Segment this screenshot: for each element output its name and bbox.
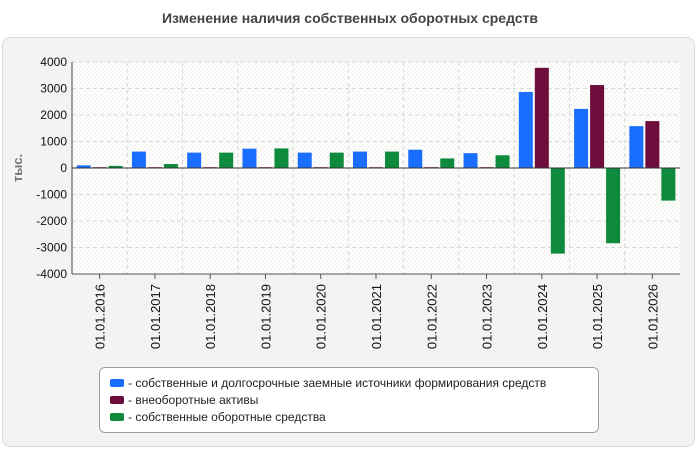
bar: [408, 149, 423, 168]
x-tick-label: 01.01.2016: [93, 284, 108, 349]
x-tick-label: 01.01.2021: [369, 284, 384, 349]
bar: [76, 165, 91, 168]
legend: - собственные и долгосрочные заемные ист…: [99, 367, 599, 433]
bar: [645, 121, 660, 168]
legend-swatch: [110, 412, 124, 421]
bar: [187, 152, 202, 168]
bar: [131, 151, 146, 168]
legend-item: - внеоборотные активы: [110, 391, 588, 408]
bar: [274, 148, 289, 168]
bar: [440, 158, 455, 168]
y-tick-label: -3000: [36, 241, 67, 255]
bar: [219, 152, 234, 168]
x-tick-label: 01.01.2019: [258, 284, 273, 349]
x-tick-label: 01.01.2022: [424, 284, 439, 349]
x-tick-label: 01.01.2025: [590, 284, 605, 349]
x-tick-label: 01.01.2023: [480, 284, 495, 349]
x-tick-label: 01.01.2017: [148, 284, 163, 349]
bar: [495, 155, 510, 168]
bar: [385, 151, 399, 168]
legend-swatch: [110, 395, 124, 404]
bar: [534, 67, 549, 168]
bar: [518, 91, 533, 168]
bar: [590, 85, 605, 168]
legend-swatch: [110, 378, 124, 387]
legend-label: - внеоборотные активы: [128, 392, 259, 407]
bar: [329, 152, 344, 168]
bar: [242, 148, 257, 168]
y-tick-label: 4000: [40, 55, 67, 69]
x-tick-label: 01.01.2024: [535, 284, 550, 349]
y-tick-label: -1000: [36, 188, 67, 202]
legend-item: - собственные оборотные средства: [110, 408, 588, 425]
y-tick-label: 2000: [40, 108, 67, 122]
bar: [629, 126, 644, 168]
legend-label: - собственные и долгосрочные заемные ист…: [128, 375, 547, 390]
legend-label: - собственные оборотные средства: [128, 409, 326, 424]
bar: [463, 153, 478, 168]
x-tick-label: 01.01.2020: [314, 284, 329, 349]
y-axis-label: тыс.: [10, 154, 25, 182]
y-tick-label: -4000: [36, 267, 67, 281]
y-tick-label: -2000: [36, 214, 67, 228]
bar: [108, 165, 123, 168]
x-tick-label: 01.01.2018: [203, 284, 218, 349]
bar: [163, 164, 178, 168]
bar: [606, 168, 621, 244]
y-tick-label: 0: [60, 161, 67, 175]
bar: [661, 168, 676, 201]
chart-title: Изменение наличия собственных оборотных …: [161, 10, 539, 26]
x-tick-label: 01.01.2026: [645, 284, 660, 349]
bar: [574, 108, 589, 168]
y-tick-label: 1000: [40, 135, 67, 149]
bar: [297, 152, 312, 168]
bar: [353, 151, 367, 168]
bar: [550, 168, 565, 254]
y-tick-label: 3000: [40, 82, 67, 96]
legend-item: - собственные и долгосрочные заемные ист…: [110, 374, 588, 391]
